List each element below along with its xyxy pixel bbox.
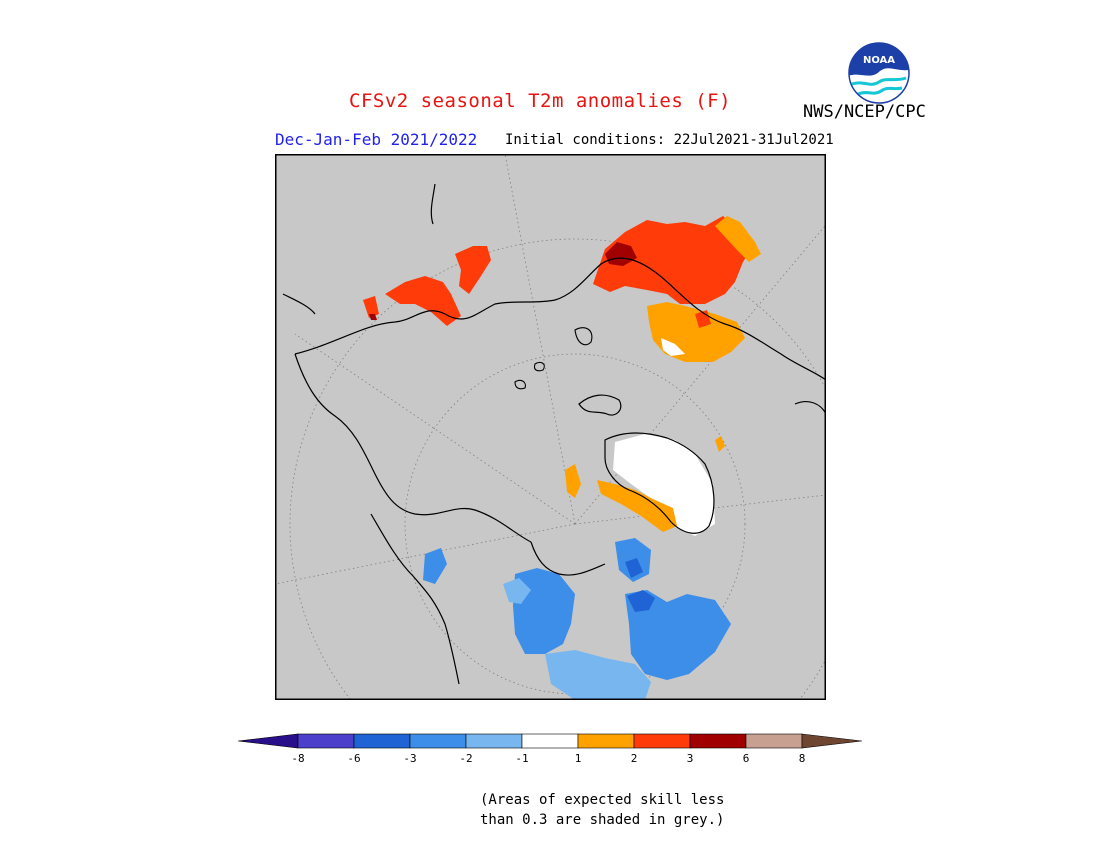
anomaly-europe [363, 246, 491, 326]
colorbar-tick-label: -2 [459, 752, 473, 765]
colorbar-tick-label: -3 [403, 752, 417, 765]
footnote-line-2: than 0.3 are shaded in grey.) [480, 812, 725, 828]
colorbar-tick-label: 8 [798, 752, 806, 765]
colorbar-bin [521, 733, 579, 749]
noaa-logo-icon: NOAA [848, 42, 910, 104]
coastlines [282, 183, 826, 685]
anomaly-north-america [423, 538, 731, 700]
colorbar-bin [409, 733, 467, 749]
colorbar-tick-label: -1 [515, 752, 529, 765]
polar-map [275, 154, 826, 700]
anomaly-greenland [565, 434, 715, 536]
map-frame [275, 154, 826, 700]
season-label: Dec-Jan-Feb 2021/2022 [275, 130, 478, 149]
colorbar-bin [353, 733, 411, 749]
colorbar-bin [745, 733, 803, 749]
colorbar [238, 733, 862, 749]
noaa-logo-text: NOAA [863, 55, 895, 66]
colorbar-tick-label: 3 [686, 752, 694, 765]
colorbar-tick-label: 6 [742, 752, 750, 765]
colorbar-bin [633, 733, 691, 749]
colorbar-tick-label: 2 [630, 752, 638, 765]
colorbar-bin [689, 733, 747, 749]
footnote-line-1: (Areas of expected skill less [480, 792, 725, 808]
colorbar-tick-label: -6 [347, 752, 361, 765]
organization-label: NWS/NCEP/CPC [803, 102, 926, 122]
colorbar-bin [297, 733, 355, 749]
colorbar-tick-label: 1 [574, 752, 582, 765]
colorbar-bin [577, 733, 635, 749]
colorbar-tick-label: -8 [291, 752, 305, 765]
colorbar-bin [801, 733, 862, 749]
colorbar-bin [465, 733, 523, 749]
chart-title: CFSv2 seasonal T2m anomalies (F) [349, 90, 732, 112]
anomaly-siberia [593, 216, 761, 452]
islands [514, 327, 593, 390]
colorbar-bin [238, 733, 299, 749]
initial-conditions-label: Initial conditions: 22Jul2021-31Jul2021 [505, 132, 834, 148]
